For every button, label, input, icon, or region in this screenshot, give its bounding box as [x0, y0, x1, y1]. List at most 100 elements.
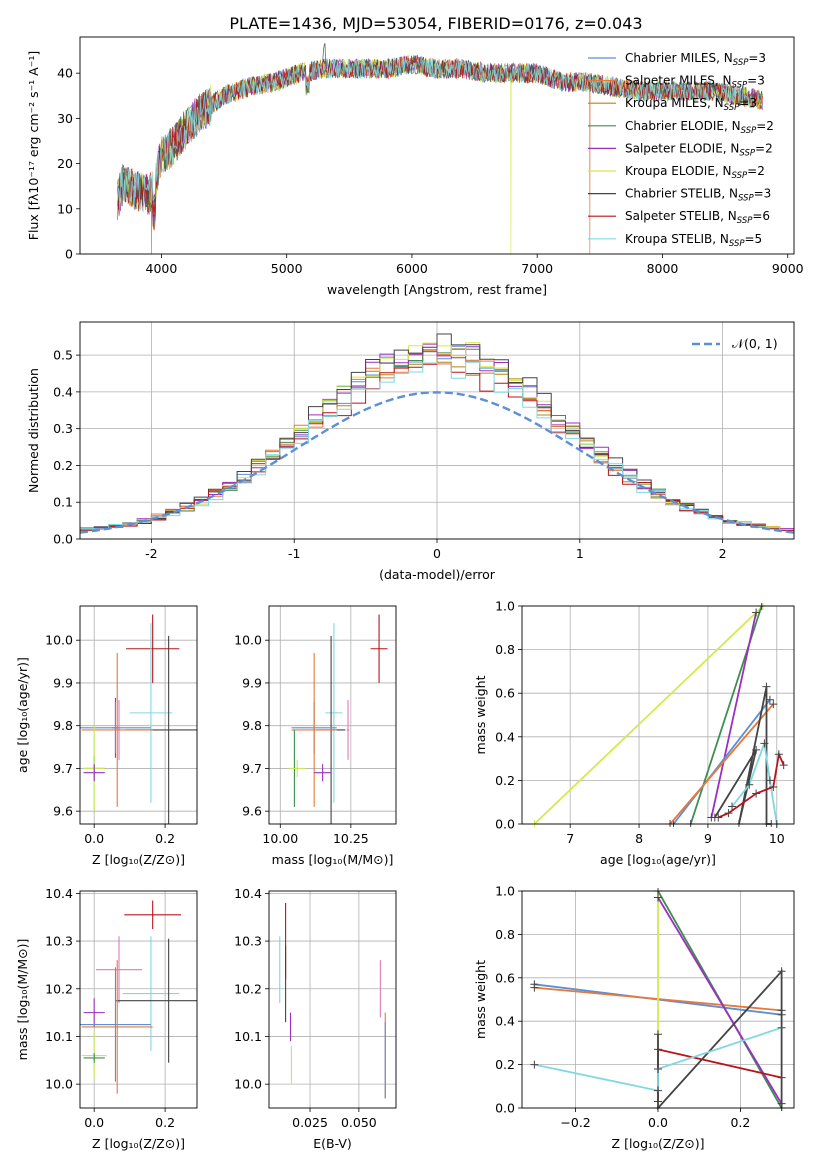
- y-tick-label: 20: [57, 156, 73, 171]
- spectrum-panel: 4000 5000 6000 7000 8000 9000 0 10 20 30 40 Chabrie…: [26, 36, 804, 297]
- weight-lines: [530, 603, 788, 827]
- y-tick-label: 0.2: [495, 773, 515, 788]
- histograms: [80, 333, 794, 534]
- weight-line-salpeter_miles: [669, 703, 774, 825]
- marker-chabrier_stelib: [762, 682, 771, 691]
- y-tick-label: 0.4: [495, 1014, 515, 1029]
- marker-salpeter_elodie: [752, 608, 761, 617]
- y-tick-label: 9.8: [53, 718, 73, 733]
- x-tick-label: 4000: [146, 261, 178, 276]
- residuals-panel: -2 -1 0 1 2 0.0 0.1 0.2 0.3 0.4 0.5 𝒩(0, 1) (data-mo…: [26, 321, 795, 582]
- y-tick-label: 0.4: [495, 729, 515, 744]
- y-tick-label: 10.2: [45, 981, 73, 996]
- x-tick-label: 0.0: [84, 831, 104, 846]
- y-tick-label: 10.0: [234, 1077, 262, 1092]
- legend-text: Kroupa MILES, N: [625, 96, 724, 110]
- weight-line-chabrier_stelib: [657, 968, 783, 1111]
- axes-frame: [79, 321, 795, 540]
- y-tick-label: 9.9: [242, 675, 262, 690]
- y-tick-label: 30: [57, 111, 73, 126]
- y-tick-label: 0.0: [495, 1101, 515, 1116]
- error-bars: [80, 900, 197, 1094]
- weight-line-salpeter_elodie: [710, 612, 757, 818]
- legend-text: Kroupa STELIB, N: [625, 232, 729, 246]
- marker-salpeter_stelib: [779, 761, 788, 770]
- x-axis-label: Z [log₁₀(Z/Z⊙)]: [92, 852, 185, 867]
- y-tick-label: 0: [65, 247, 73, 262]
- axes-frame: [268, 890, 397, 1109]
- legend-text: Salpeter ELODIE, N: [625, 141, 739, 155]
- marker-kroupa_stelib: [654, 1064, 662, 1073]
- legend-count: =3: [754, 187, 772, 201]
- legend-count: =3: [748, 51, 766, 65]
- legend-subscript: SSP: [741, 126, 757, 136]
- legend-subscript: SSP: [724, 103, 740, 113]
- y-tick-label: 9.7: [53, 761, 73, 776]
- legend-subscript: SSP: [739, 148, 755, 158]
- y-tick-label: 10.0: [45, 633, 73, 648]
- y-tick-label: 1.0: [495, 884, 515, 899]
- y-tick-label: 10.2: [234, 981, 262, 996]
- figure-title: PLATE=1436, MJD=53054, FIBERID=0176, z=0…: [229, 14, 642, 33]
- y-tick-label: 0.5: [53, 348, 73, 363]
- x-tick-label: 9: [704, 831, 712, 846]
- x-axis-label: mass [log₁₀(M/M⊙)]: [272, 852, 394, 867]
- x-tick-label: 10.00: [262, 831, 298, 846]
- weight_vs_Z-panel: −0.2 0.0 0.2 0.0 0.2 0.4 0.6 0.8 1.0 Z [log₁₀(Z/Z…: [473, 884, 795, 1151]
- legend-subscript: SSP: [738, 194, 754, 204]
- y-tick-label: 9.8: [242, 718, 262, 733]
- legend-subscript: SSP: [732, 81, 748, 91]
- x-tick-label: 2: [719, 546, 727, 561]
- legend-label-salpeter_miles: Salpeter MILES, NSSP=3: [625, 74, 765, 91]
- legend-subscript: SSP: [732, 171, 748, 181]
- y-tick-label: 9.9: [53, 675, 73, 690]
- marker-kroupa_stelib: [745, 780, 754, 789]
- y-tick-label: 10.4: [234, 886, 262, 901]
- axes-frame: [521, 890, 795, 1109]
- y-tick-label: 9.7: [242, 761, 262, 776]
- y-tick-label: 40: [57, 66, 73, 81]
- weight-line-kroupa_stelib: [534, 1026, 782, 1092]
- marker-kroupa_stelib: [777, 1023, 786, 1032]
- y-tick-label: 0.6: [495, 686, 515, 701]
- y-tick-label: 9.6: [53, 804, 73, 819]
- marker-salpeter_stelib: [714, 813, 723, 822]
- y-tick-label: 10.1: [234, 1029, 262, 1044]
- y-tick-label: 10.4: [45, 886, 73, 901]
- legend-text: Chabrier MILES, N: [625, 51, 733, 65]
- x-tick-label: 10.25: [333, 831, 369, 846]
- legend-label-kroupa_elodie: Kroupa ELODIE, NSSP=2: [625, 164, 765, 181]
- x-tick-label: −0.2: [560, 1115, 590, 1130]
- legend-count: =3: [739, 96, 757, 110]
- x-tick-label: 8: [635, 831, 643, 846]
- age_vs_Z-panel: 0.0 0.2 9.6 9.7 9.8 9.9 10.0 Z [log₁₀(Z/Z⊙)] age…: [15, 605, 198, 867]
- x-tick-label: 0.2: [155, 1115, 175, 1130]
- x-tick-label: 8000: [647, 261, 679, 276]
- legend-text: Kroupa ELODIE, N: [625, 164, 732, 178]
- error-bars: [80, 614, 197, 824]
- weight-line-salpeter_elodie: [657, 897, 783, 1105]
- legend-count: =2: [747, 164, 765, 178]
- x-tick-label: 0.2: [155, 831, 175, 846]
- x-tick-label: 0.0: [84, 1115, 104, 1130]
- histogram-salpeter_stelib: [80, 363, 794, 532]
- y-tick-label: 10: [57, 201, 73, 216]
- error-bars: [288, 614, 388, 824]
- legend-label-salpeter_stelib: Salpeter STELIB, NSSP=6: [625, 209, 770, 226]
- legend-subscript: SSP: [729, 239, 745, 249]
- x-tick-label: 0.025: [292, 1115, 328, 1130]
- x-tick-label: 0: [433, 546, 441, 561]
- marker-salpeter_stelib: [724, 809, 733, 818]
- x-axis-label: (data-model)/error: [379, 567, 496, 582]
- legend-text: Chabrier STELIB, N: [625, 187, 738, 201]
- y-axis-label: mass [log₁₀(M/M⊙)]: [15, 939, 30, 1061]
- marker-kroupa_stelib: [760, 739, 769, 748]
- legend-count: =6: [752, 209, 770, 223]
- histogram-kroupa_stelib: [80, 361, 794, 532]
- y-tick-label: 9.6: [242, 804, 262, 819]
- weight_vs_age-panel: 7 8 9 10 0.0 0.2 0.4 0.6 0.8 1.0 age [log₁₀(age/yr…: [473, 599, 795, 867]
- mass_vs_Z-panel: 0.0 0.2 10.0 10.1 10.2 10.3 10.4 Z [log₁₀(Z/Z⊙)…: [15, 886, 198, 1151]
- marker-kroupa_stelib: [530, 1060, 539, 1069]
- axes-frame: [521, 605, 795, 825]
